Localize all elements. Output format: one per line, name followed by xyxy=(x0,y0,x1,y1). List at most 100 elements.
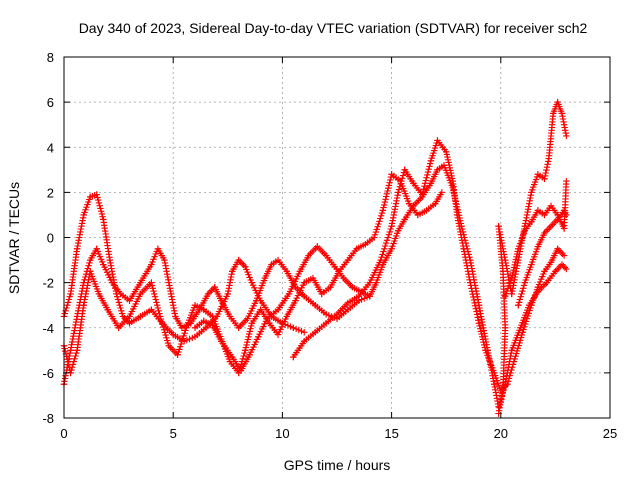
data-point xyxy=(93,245,100,252)
data-point xyxy=(554,98,561,106)
data-point xyxy=(137,290,144,298)
data-point xyxy=(283,313,290,320)
data-point xyxy=(224,290,231,298)
data-point xyxy=(541,211,548,219)
data-point xyxy=(528,189,535,196)
data-point xyxy=(87,268,94,275)
x-tick-label: 15 xyxy=(384,426,398,441)
data-point xyxy=(172,313,179,320)
data-point xyxy=(541,229,548,237)
data-point xyxy=(283,268,290,275)
data-point xyxy=(504,380,511,388)
data-point xyxy=(499,387,507,395)
data-point xyxy=(314,243,321,250)
series-2 xyxy=(60,245,373,388)
data-point xyxy=(547,223,555,230)
data-point xyxy=(491,369,498,377)
data-point xyxy=(292,283,299,291)
data-point xyxy=(104,306,111,313)
data-point xyxy=(344,306,352,313)
data-point xyxy=(261,274,269,282)
data-point xyxy=(558,261,566,268)
data-point xyxy=(528,301,535,309)
data-point xyxy=(534,207,542,214)
data-point xyxy=(558,110,566,117)
data-point xyxy=(244,315,251,322)
series-5 xyxy=(290,137,568,395)
data-point xyxy=(148,306,155,313)
data-point xyxy=(211,283,218,291)
data-point xyxy=(148,261,155,268)
data-point xyxy=(274,331,282,338)
data-point xyxy=(560,225,568,232)
data-point xyxy=(427,180,435,187)
series-markers xyxy=(502,180,570,300)
data-point xyxy=(292,297,299,304)
data-point xyxy=(560,207,568,214)
data-point xyxy=(510,358,518,365)
data-point xyxy=(434,166,441,174)
data-point xyxy=(353,245,360,252)
data-point xyxy=(552,268,559,275)
y-tick-label: 4 xyxy=(47,140,54,155)
data-point xyxy=(301,279,308,286)
data-point xyxy=(563,132,570,140)
data-point xyxy=(93,191,100,198)
data-point xyxy=(344,256,352,264)
data-point xyxy=(100,216,107,223)
data-point xyxy=(263,315,271,322)
data-point xyxy=(405,200,413,207)
data-point xyxy=(394,189,402,196)
data-point xyxy=(377,256,384,264)
data-point xyxy=(218,297,225,304)
data-point xyxy=(137,279,144,286)
data-point xyxy=(137,313,144,320)
data-point xyxy=(255,333,262,340)
data-point xyxy=(242,263,249,271)
data-point xyxy=(547,259,555,266)
data-point xyxy=(541,268,548,275)
data-point xyxy=(550,110,557,117)
data-point xyxy=(119,313,127,320)
data-point xyxy=(401,216,408,223)
data-point xyxy=(388,223,395,230)
data-point xyxy=(366,292,373,300)
data-point xyxy=(501,292,509,300)
y-tick-label: 2 xyxy=(47,185,54,200)
data-point xyxy=(443,148,450,155)
data-point xyxy=(237,367,245,374)
series-6 xyxy=(495,98,570,417)
data-point xyxy=(290,353,297,361)
data-point xyxy=(67,290,74,298)
data-point xyxy=(521,279,529,286)
data-point xyxy=(204,290,212,298)
data-point xyxy=(528,218,535,225)
data-point xyxy=(248,320,256,327)
data-point xyxy=(508,347,515,354)
data-point xyxy=(228,353,236,361)
y-axis-label: SDTVAR / TECUs xyxy=(6,182,22,294)
data-point xyxy=(475,301,483,309)
data-point xyxy=(482,347,489,354)
data-point xyxy=(73,245,81,252)
y-tick-label: 0 xyxy=(47,231,54,246)
data-point xyxy=(491,380,498,388)
data-point xyxy=(515,301,522,309)
data-point xyxy=(200,317,207,325)
data-point xyxy=(252,297,260,304)
data-point xyxy=(534,243,542,250)
data-point xyxy=(560,252,568,259)
y-tick-label: -2 xyxy=(42,276,54,291)
data-point xyxy=(432,200,439,207)
y-tick-label: 8 xyxy=(47,50,54,65)
data-point xyxy=(67,347,74,354)
data-point xyxy=(543,279,550,286)
data-point xyxy=(547,202,555,210)
data-point xyxy=(156,313,164,320)
data-point xyxy=(521,227,529,234)
data-point xyxy=(545,155,553,162)
data-point xyxy=(191,333,199,340)
data-point xyxy=(563,211,570,219)
data-point xyxy=(322,252,330,259)
